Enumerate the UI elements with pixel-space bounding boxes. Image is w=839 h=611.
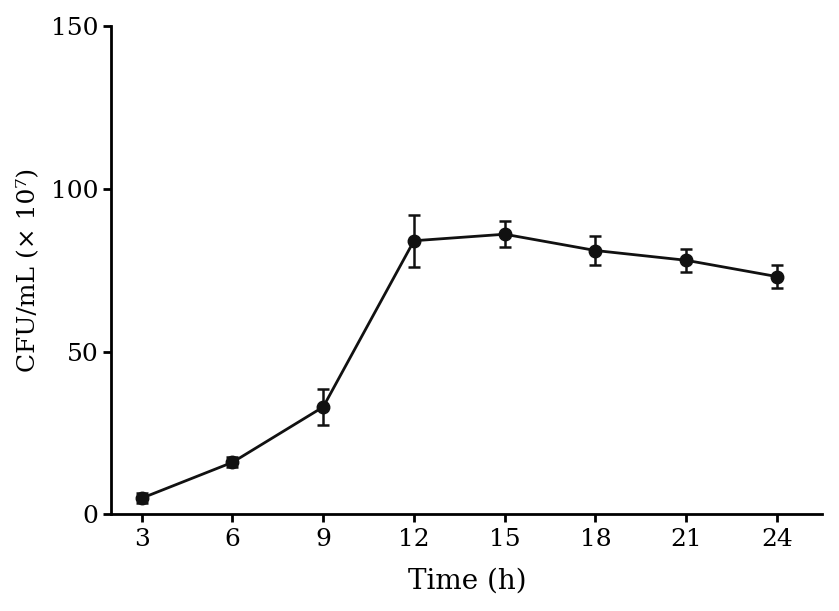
Y-axis label: CFU/mL (× 10⁷): CFU/mL (× 10⁷) (17, 168, 39, 372)
X-axis label: Time (h): Time (h) (408, 568, 526, 595)
